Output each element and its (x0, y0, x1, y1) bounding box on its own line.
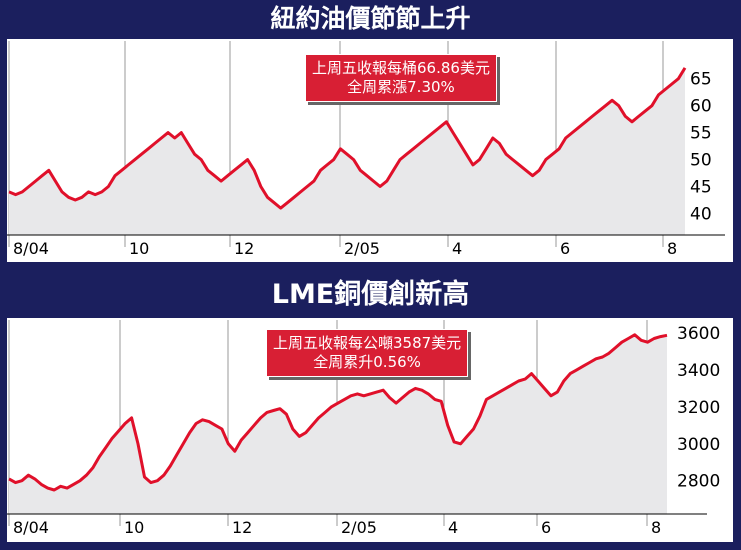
copper-y-tick-label-2: 3200 (677, 398, 720, 418)
oil-callout: 上周五收報每桶66.86美元 全周累漲7.30% (305, 54, 497, 102)
copper-y-tick-label-1: 3000 (677, 435, 720, 455)
copper-x-tick-label-0: 8/04 (13, 518, 49, 537)
oil-x-tick-label-4: 4 (452, 239, 462, 258)
copper-x-tick-label-2: 12 (232, 518, 252, 537)
copper-chart-title: LME銅價創新高 (271, 279, 470, 310)
oil-y-tick-label-1: 45 (690, 178, 712, 198)
copper-callout-line-2: 全周累升0.56% (313, 353, 421, 371)
copper-x-tick-label-1: 10 (124, 518, 144, 537)
copper-series-line (8, 333, 668, 492)
oil-x-tick-label-3: 2/05 (344, 239, 380, 258)
oil-chart-title: 紐約油價節節上升 (270, 4, 471, 33)
oil-x-tick-label-0: 8/04 (13, 239, 49, 258)
copper-y-tick-label-4: 3600 (677, 324, 720, 344)
oil-chart-svg: 8/04 10 12 2/05 4 6 8 40 45 50 55 60 65 (7, 41, 725, 258)
oil-callout-line-1: 上周五收報每桶66.86美元 (312, 59, 490, 77)
copper-chart-panel: 8/04 10 12 2/05 4 6 8 2800 3000 3200 3400 3600 上周五收… (7, 318, 733, 542)
oil-series-line (8, 67, 687, 210)
oil-y-tick-label-5: 65 (690, 70, 712, 90)
copper-chart-svg: 8/04 10 12 2/05 4 6 8 2800 3000 3200 3400 3600 (7, 320, 720, 537)
oil-area (9, 67, 685, 236)
copper-x-tick-label-5: 6 (541, 518, 551, 537)
oil-y-tick-label-3: 55 (690, 124, 712, 144)
oil-x-tick-label-1: 10 (129, 239, 149, 258)
copper-x-tick-label-4: 4 (448, 518, 458, 537)
copper-callout: 上周五收報每公噸3587美元 全周累升0.56% (266, 329, 469, 377)
oil-chart-panel: 8/04 10 12 2/05 4 6 8 40 45 50 55 60 65 上周五收報每桶66.86… (7, 39, 733, 262)
copper-x-tick-label-3: 2/05 (341, 518, 377, 537)
oil-x-tick-label-6: 8 (667, 239, 677, 258)
copper-x-tick-label-6: 8 (651, 518, 661, 537)
oil-y-tick-label-2: 50 (690, 151, 712, 171)
oil-y-tick-label-0: 40 (690, 204, 712, 224)
oil-x-tick-label-2: 12 (234, 239, 254, 258)
oil-y-tick-label-4: 60 (690, 97, 712, 117)
oil-callout-line-2: 全周累漲7.30% (347, 78, 455, 96)
oil-x-tick-label-5: 6 (560, 239, 570, 258)
copper-y-tick-label-0: 2800 (677, 472, 720, 492)
copper-area (9, 334, 667, 514)
copper-callout-line-1: 上周五收報每公噸3587美元 (273, 334, 462, 352)
copper-y-tick-label-3: 3400 (677, 361, 720, 381)
